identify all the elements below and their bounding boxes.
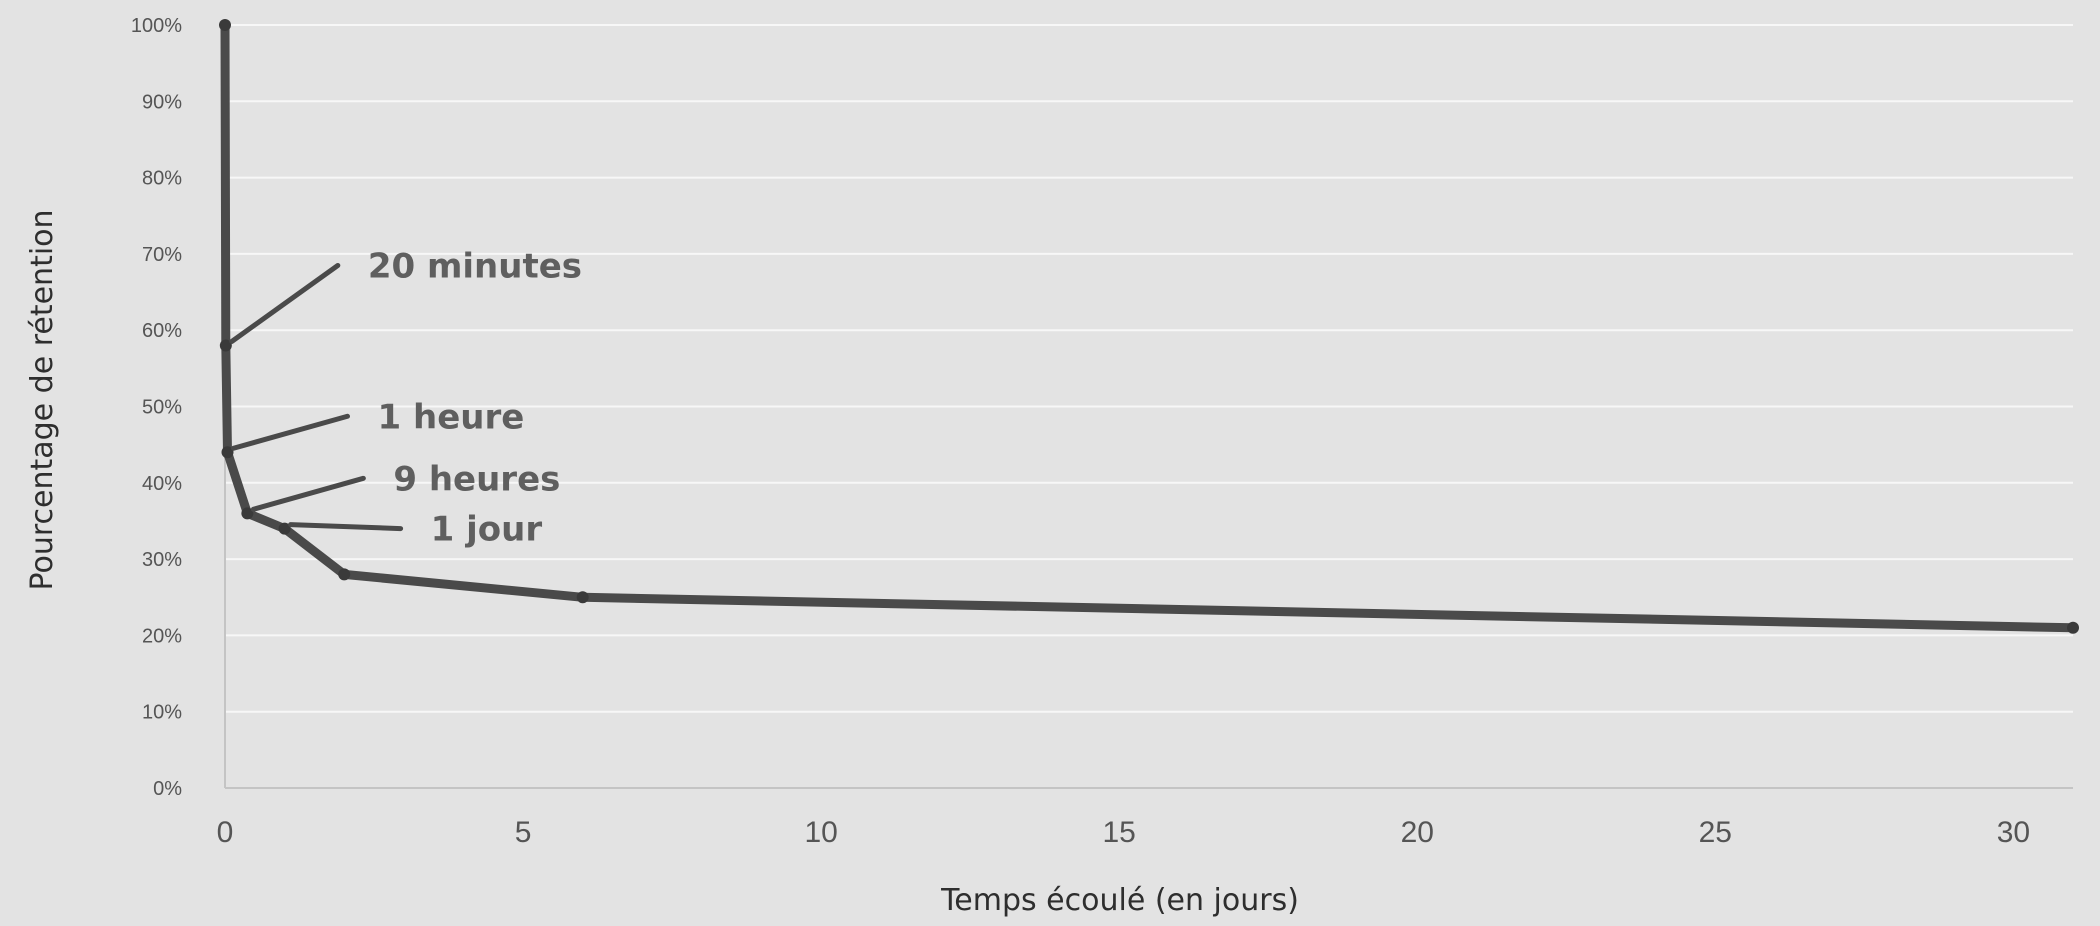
- data-point: [278, 522, 291, 535]
- data-point: [241, 507, 254, 520]
- x-tick-label: 10: [804, 816, 837, 849]
- x-tick-label: 15: [1103, 816, 1136, 849]
- series-line: [220, 20, 2078, 633]
- x-tick-label: 25: [1699, 816, 1732, 849]
- data-point: [576, 591, 589, 604]
- y-tick-label: 70%: [142, 244, 182, 266]
- y-tick-label: 10%: [142, 702, 182, 724]
- annotation-label: 20 minutes: [368, 246, 582, 286]
- annotation-arrow: [250, 475, 366, 512]
- annotation-arrow: [288, 522, 404, 532]
- y-tick-label: 30%: [142, 549, 182, 571]
- y-tick-label: 80%: [142, 168, 182, 190]
- x-tick-label: 30: [1997, 816, 2030, 849]
- annotation-arrow: [229, 262, 341, 344]
- data-point: [338, 568, 351, 581]
- x-tick-label: 5: [515, 816, 532, 849]
- annotation-label: 1 heure: [378, 397, 525, 437]
- data-point: [219, 339, 232, 352]
- annotation-label: 1 jour: [431, 510, 543, 550]
- gridlines: [225, 24, 2073, 713]
- data-point: [2067, 621, 2079, 634]
- y-tick-label: 60%: [142, 320, 182, 342]
- y-tick-label: 40%: [142, 473, 182, 495]
- data-point: [219, 19, 231, 31]
- y-tick-label: 90%: [142, 91, 182, 113]
- y-tick-label: 100%: [131, 15, 182, 37]
- series-lines: [220, 20, 2078, 633]
- x-tick-label: 0: [217, 816, 234, 849]
- x-tick-labels: 0 5 10 15 20 25 30: [217, 816, 2030, 849]
- y-tick-labels: 0% 10% 20% 30% 40% 50% 60% 70% 80% 90% 100%: [131, 15, 182, 800]
- annotation-arrow: [231, 413, 351, 451]
- data-points: [219, 19, 2079, 634]
- y-tick-label: 20%: [142, 625, 182, 647]
- annotations: 20 minutes 1 heure 9 heures 1 jour: [229, 246, 582, 550]
- y-tick-label: 0%: [153, 778, 182, 800]
- x-axis-title: Temps écoulé (en jours): [940, 883, 1299, 918]
- annotation-label: 9 heures: [393, 459, 560, 499]
- y-tick-label: 50%: [142, 397, 182, 419]
- data-point: [221, 446, 234, 459]
- y-axis-title: Pourcentage de rétention: [25, 209, 60, 590]
- x-tick-label: 20: [1401, 816, 1434, 849]
